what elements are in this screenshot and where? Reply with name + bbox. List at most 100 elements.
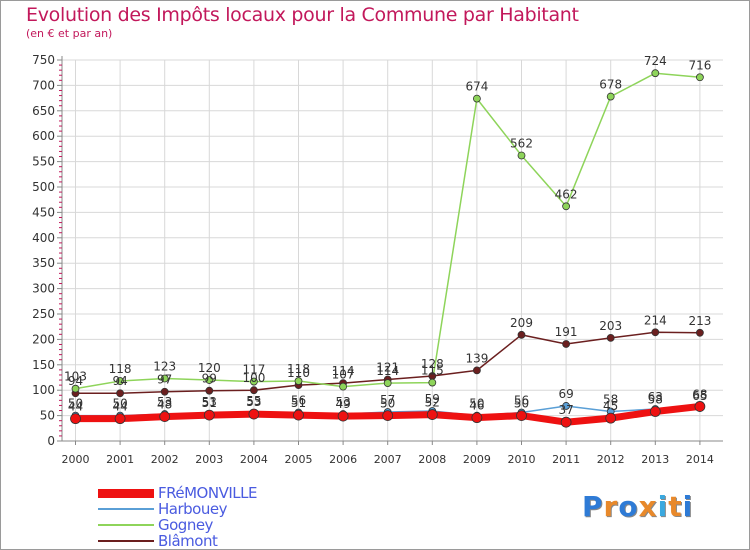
series-point: [651, 69, 660, 78]
data-label: 97: [157, 373, 172, 387]
brand-letter: i: [682, 490, 694, 523]
series-point: [605, 412, 617, 424]
data-label: 562: [510, 137, 533, 151]
series-point: [649, 406, 661, 417]
series-point: [203, 409, 215, 421]
series-point: [426, 409, 438, 420]
y-tick-label: 0: [47, 434, 55, 448]
data-label: 55: [246, 394, 261, 408]
series-point: [516, 410, 527, 422]
data-label: 56: [291, 394, 306, 408]
series-point: [339, 382, 348, 391]
legend-label: Gogney: [158, 516, 213, 534]
legend-label: Harbouey: [158, 500, 227, 518]
data-label: 103: [64, 370, 87, 384]
series-point: [70, 413, 81, 425]
x-tick-label: 2010: [508, 453, 536, 466]
series-point: [472, 366, 481, 375]
x-tick-label: 2013: [641, 453, 669, 466]
legend-label: FRéMONVILLE: [158, 484, 257, 502]
x-tick-label: 2004: [240, 453, 268, 466]
series-point: [517, 330, 526, 339]
series-point: [651, 328, 660, 337]
legend-swatch: [98, 524, 154, 526]
data-label: 68: [692, 387, 707, 401]
data-label: 51: [202, 396, 217, 410]
x-tick-label: 2002: [151, 453, 179, 466]
legend-swatch: [98, 540, 154, 542]
data-label: 462: [555, 187, 578, 201]
data-label: 50: [469, 397, 484, 411]
x-tick-label: 2011: [552, 453, 580, 466]
series-point: [116, 377, 124, 385]
data-label: 49: [335, 397, 350, 411]
data-label: 48: [157, 398, 172, 412]
y-tick-label: 750: [32, 53, 55, 67]
data-label: 57: [380, 393, 395, 407]
data-label: 117: [242, 363, 265, 377]
series-point: [71, 384, 80, 393]
series-point: [160, 387, 169, 396]
y-tick-label: 650: [32, 104, 55, 118]
series-point: [560, 416, 572, 428]
y-tick-label: 100: [32, 383, 55, 397]
data-label: 674: [465, 80, 488, 94]
y-tick-label: 700: [32, 78, 55, 92]
series-point: [293, 409, 304, 421]
x-tick-label: 2012: [597, 453, 625, 466]
data-label: 44: [112, 400, 127, 414]
series-point: [116, 389, 124, 398]
y-tick-label: 350: [32, 256, 55, 270]
series-point: [248, 408, 260, 420]
data-label: 69: [558, 387, 573, 401]
data-label: 65: [692, 389, 707, 403]
series-point: [696, 328, 704, 337]
data-label: 56: [514, 394, 529, 408]
y-tick-label: 50: [40, 409, 55, 423]
series-point: [562, 340, 570, 348]
series-point: [159, 411, 171, 423]
data-label: 99: [202, 372, 217, 386]
brand-letter: o: [618, 490, 639, 523]
data-label: 128: [421, 357, 444, 371]
legend-swatch: [98, 488, 154, 498]
x-tick-label: 2009: [463, 453, 491, 466]
y-tick-label: 450: [32, 205, 55, 219]
data-label: 191: [555, 325, 578, 339]
data-label: 58: [603, 393, 618, 407]
series-point: [382, 410, 394, 422]
data-label: 44: [68, 400, 83, 414]
data-label: 118: [287, 362, 310, 376]
series-point: [696, 73, 704, 82]
brand-letter: t: [668, 490, 683, 523]
data-label: 53: [157, 395, 172, 409]
y-tick-label: 250: [32, 307, 55, 321]
legend-item: Blâmont: [98, 532, 257, 550]
data-label: 59: [425, 392, 440, 406]
x-tick-label: 2006: [329, 453, 357, 466]
y-tick-label: 400: [32, 231, 55, 245]
data-label: 213: [688, 314, 711, 328]
data-label: 53: [202, 395, 217, 409]
brand-letter: x: [638, 490, 658, 523]
data-label: 123: [153, 360, 176, 374]
series-point: [562, 402, 570, 410]
series-point: [249, 386, 258, 395]
series-point: [471, 412, 483, 424]
series-point: [249, 377, 258, 386]
chart-title: Evolution des Impôts locaux pour la Comm…: [26, 4, 579, 26]
legend: FRéMONVILLE Harbouey Gogney Blâmont: [98, 484, 257, 550]
data-label: 716: [688, 58, 711, 72]
brand-letter: i: [657, 490, 669, 523]
x-tick-label: 2005: [285, 453, 313, 466]
series-point: [517, 151, 526, 160]
chart-subtitle: (en € et par an): [26, 27, 113, 40]
series-point: [383, 379, 392, 387]
brand-logo: Proxiti: [582, 490, 693, 523]
y-tick-label: 550: [32, 155, 55, 169]
x-tick-label: 2000: [62, 453, 90, 466]
y-tick-label: 200: [32, 332, 55, 346]
